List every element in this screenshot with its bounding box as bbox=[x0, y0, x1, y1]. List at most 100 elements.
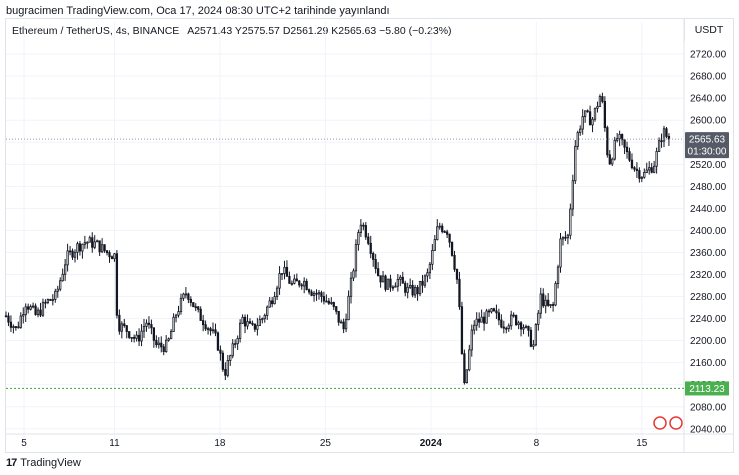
candle-body bbox=[648, 167, 651, 171]
candle-body bbox=[571, 180, 574, 210]
candle-body bbox=[142, 325, 146, 332]
candle-body bbox=[266, 306, 269, 316]
candle-body bbox=[347, 295, 350, 321]
candle-body bbox=[438, 225, 441, 228]
candle-body bbox=[123, 323, 126, 327]
candle-body bbox=[625, 146, 629, 153]
candle-body bbox=[482, 316, 486, 324]
legend-low: D2561.29 bbox=[282, 25, 329, 37]
candle-body bbox=[665, 128, 668, 137]
candle-body bbox=[78, 243, 82, 252]
candle-body bbox=[261, 318, 264, 321]
candle-body bbox=[14, 326, 17, 328]
candle-body bbox=[357, 232, 360, 246]
economic-event-icon[interactable] bbox=[653, 416, 667, 430]
candle-body bbox=[34, 305, 37, 315]
candle-body bbox=[473, 324, 476, 331]
x-tick-label: 18 bbox=[214, 438, 226, 449]
candle-body bbox=[455, 268, 459, 280]
candle-body bbox=[197, 306, 200, 310]
candle-body bbox=[418, 280, 422, 295]
candle-body bbox=[93, 241, 96, 248]
candle-body bbox=[588, 111, 592, 126]
legend-open: A2571.43 bbox=[187, 25, 233, 37]
candle-body bbox=[189, 298, 192, 303]
candle-body bbox=[386, 278, 390, 290]
candle-body bbox=[110, 256, 114, 260]
candle-body bbox=[280, 273, 284, 275]
candle-body bbox=[559, 238, 562, 268]
candle-body bbox=[103, 244, 106, 252]
candle-body bbox=[91, 237, 94, 248]
candle-body bbox=[162, 346, 165, 352]
candle-body bbox=[211, 329, 215, 332]
x-tick-label: 2024 bbox=[420, 438, 443, 449]
candle-body bbox=[458, 278, 461, 308]
candle-body bbox=[620, 133, 624, 141]
y-tick-label: 2640.00 bbox=[690, 94, 727, 105]
candle-body bbox=[174, 314, 178, 318]
candle-body bbox=[539, 293, 542, 314]
candle-body bbox=[120, 323, 123, 332]
candle-body bbox=[596, 106, 599, 109]
candle-body bbox=[46, 299, 50, 303]
candle-body bbox=[544, 299, 547, 307]
candle-body bbox=[167, 338, 170, 341]
candle-body bbox=[17, 326, 20, 329]
candle-body bbox=[352, 270, 355, 279]
candle-body bbox=[655, 151, 658, 167]
candle-body bbox=[307, 289, 311, 293]
candle-body bbox=[61, 273, 64, 282]
candle-body bbox=[460, 306, 464, 355]
candle-body bbox=[325, 300, 328, 303]
candle-body bbox=[231, 343, 234, 357]
candle-body bbox=[236, 338, 239, 345]
candle-body bbox=[315, 292, 318, 295]
candle-body bbox=[204, 324, 207, 330]
candle-body bbox=[68, 250, 72, 253]
candle-body bbox=[362, 224, 365, 227]
candle-body bbox=[593, 107, 597, 120]
candle-body bbox=[556, 266, 560, 284]
support-price-tag bbox=[685, 381, 729, 396]
candle-body bbox=[36, 309, 40, 315]
candle-body bbox=[88, 237, 91, 243]
candle-body bbox=[650, 167, 653, 173]
y-tick-label: 2040.00 bbox=[690, 424, 727, 435]
candle-body bbox=[507, 325, 510, 329]
economic-event-icon[interactable] bbox=[669, 416, 683, 430]
candle-body bbox=[137, 334, 141, 342]
chart-legend: Ethereum / TetherUS, 4s, BINANCE A2571.4… bbox=[12, 25, 452, 37]
candle-body bbox=[305, 280, 308, 291]
x-tick-label: 25 bbox=[320, 438, 332, 449]
published-note: bugracimen TradingView.com, Oca 17, 2024… bbox=[6, 5, 390, 17]
y-tick-label: 2200.00 bbox=[690, 336, 727, 347]
candle-body bbox=[628, 151, 631, 161]
candle-body bbox=[576, 132, 579, 147]
candle-body bbox=[157, 342, 160, 346]
y-tick-label: 2280.00 bbox=[690, 292, 727, 303]
candle-body bbox=[98, 240, 101, 253]
candle-body bbox=[300, 284, 303, 287]
candle-body bbox=[216, 332, 220, 351]
candle-body bbox=[100, 244, 104, 253]
candle-body bbox=[251, 322, 254, 325]
candle-body bbox=[344, 319, 348, 330]
candle-body bbox=[426, 272, 429, 277]
candle-body bbox=[384, 275, 387, 290]
candle-body bbox=[64, 264, 67, 275]
candle-body bbox=[54, 290, 57, 300]
candle-body bbox=[66, 250, 69, 266]
candle-body bbox=[537, 312, 540, 325]
candle-body bbox=[86, 241, 89, 244]
candle-body bbox=[12, 326, 15, 328]
candle-body bbox=[268, 300, 271, 308]
candle-body bbox=[529, 329, 533, 347]
candle-body bbox=[285, 266, 289, 277]
candle-body bbox=[248, 321, 252, 324]
candle-body bbox=[271, 300, 274, 305]
candle-body bbox=[497, 312, 501, 321]
candle-body bbox=[206, 328, 210, 331]
candle-body bbox=[133, 336, 136, 339]
